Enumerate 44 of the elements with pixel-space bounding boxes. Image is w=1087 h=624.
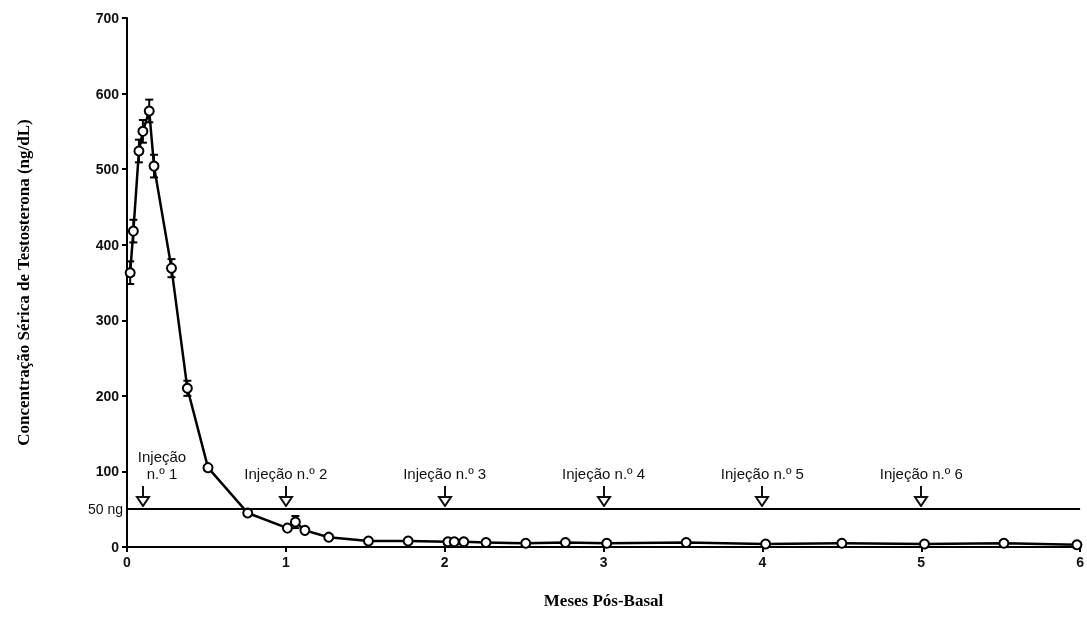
y-tick-label: 0 xyxy=(111,539,120,555)
x-tick-label: 0 xyxy=(123,554,132,570)
point xyxy=(760,538,772,550)
y-tick-label: 500 xyxy=(95,161,120,178)
y-tick-label: 700 xyxy=(95,10,120,26)
y-tick-label: 100 xyxy=(95,463,120,480)
x-tick-label: 1 xyxy=(281,554,290,570)
annotation: Injeção n.º 5 xyxy=(719,465,805,483)
y-tick-label: 200 xyxy=(95,387,120,404)
y-axis-title: Concentração Sérica de Testosterona (ng/dL) xyxy=(14,119,33,446)
point xyxy=(299,524,311,536)
point xyxy=(165,262,177,274)
point xyxy=(323,531,335,543)
point xyxy=(1071,539,1083,551)
point xyxy=(148,160,160,172)
y-tick-label: 600 xyxy=(95,85,120,102)
point xyxy=(127,225,139,237)
point xyxy=(601,537,613,549)
point xyxy=(124,267,136,279)
point xyxy=(998,537,1010,549)
x-tick-label: 5 xyxy=(917,554,926,570)
point xyxy=(402,535,414,547)
point xyxy=(836,537,848,549)
annotation: Injeção n.º 6 xyxy=(878,465,964,483)
y-tick-label: 300 xyxy=(95,312,120,329)
point xyxy=(137,125,149,137)
ref-line-label: 50 ng xyxy=(87,501,123,518)
x-axis-title: Meses Pós-Basal xyxy=(543,591,664,610)
x-tick-label: 3 xyxy=(599,554,608,570)
point xyxy=(362,535,374,547)
point xyxy=(918,538,930,550)
x-tick-label: 4 xyxy=(758,554,767,570)
point xyxy=(520,537,532,549)
annotation: Injeção n.º 2 xyxy=(243,465,329,483)
annotation: Injeção n.º 3 xyxy=(402,465,488,483)
x-tick-label: 2 xyxy=(440,554,449,570)
annotation: Injeção n.º 1 xyxy=(136,448,188,483)
annotation: Injeção n.º 4 xyxy=(561,465,647,483)
x-tick-label: 6 xyxy=(1076,554,1085,570)
y-tick-label: 400 xyxy=(95,236,120,253)
point xyxy=(143,105,155,117)
point xyxy=(202,462,214,474)
point xyxy=(133,145,145,157)
point xyxy=(281,522,293,534)
